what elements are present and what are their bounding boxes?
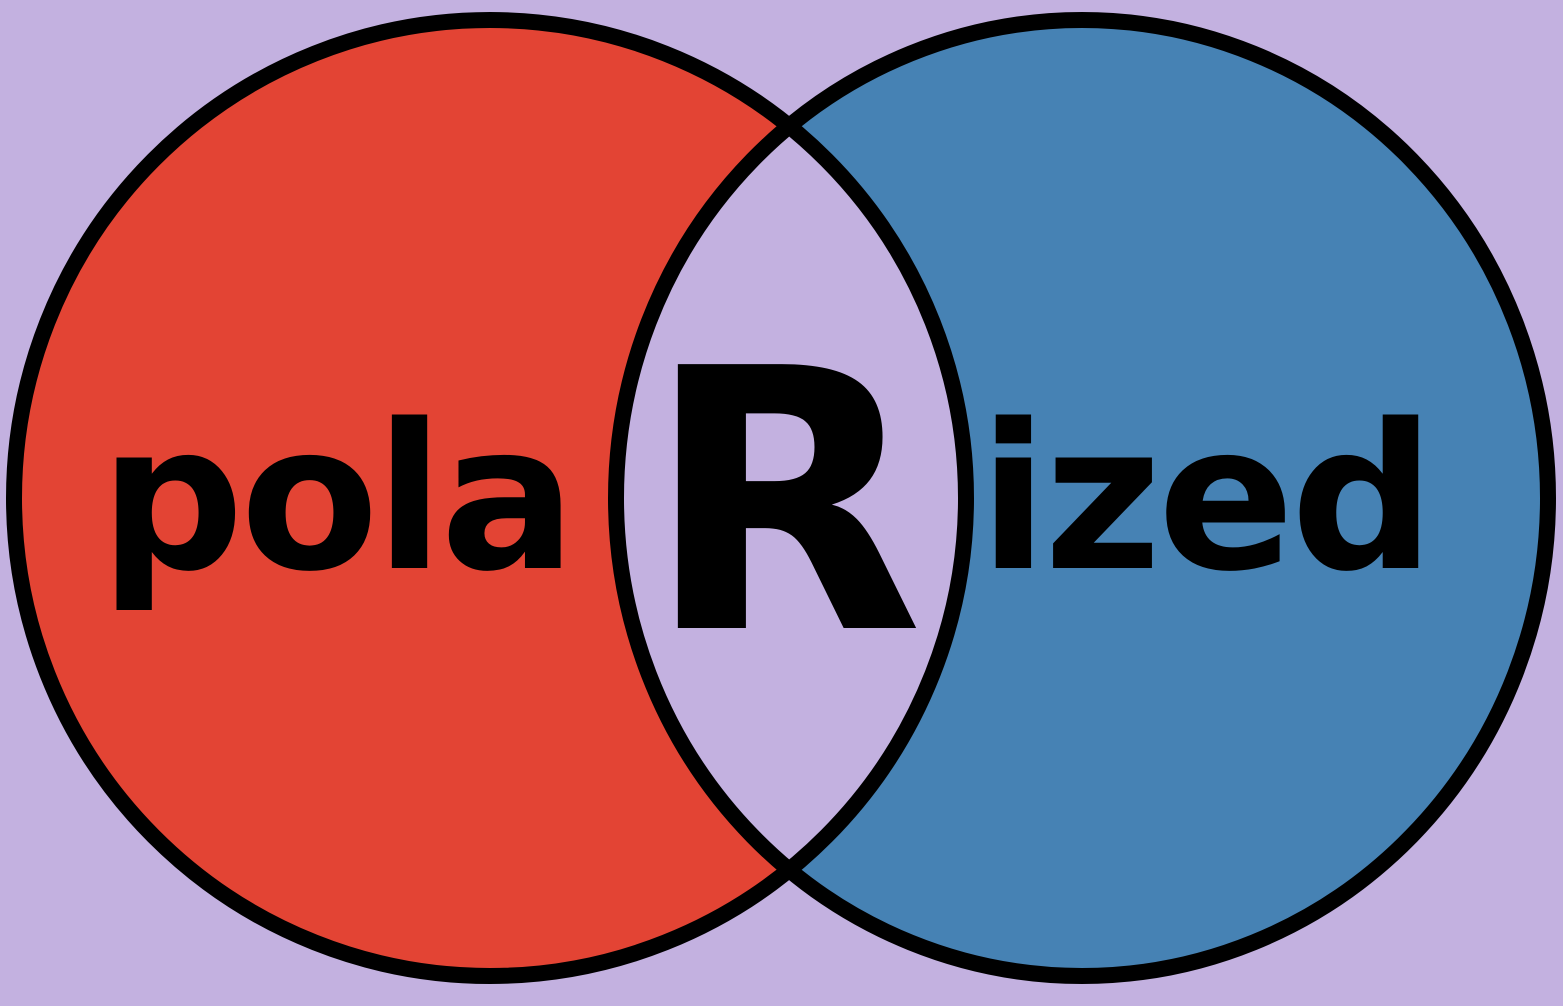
right-word: ized bbox=[979, 380, 1431, 616]
center-letter: R bbox=[645, 293, 924, 714]
overlap-region bbox=[616, 20, 966, 976]
left-circle-outline bbox=[6, 12, 974, 984]
left-word: pola bbox=[100, 380, 573, 616]
right-circle-outline bbox=[608, 12, 1556, 984]
